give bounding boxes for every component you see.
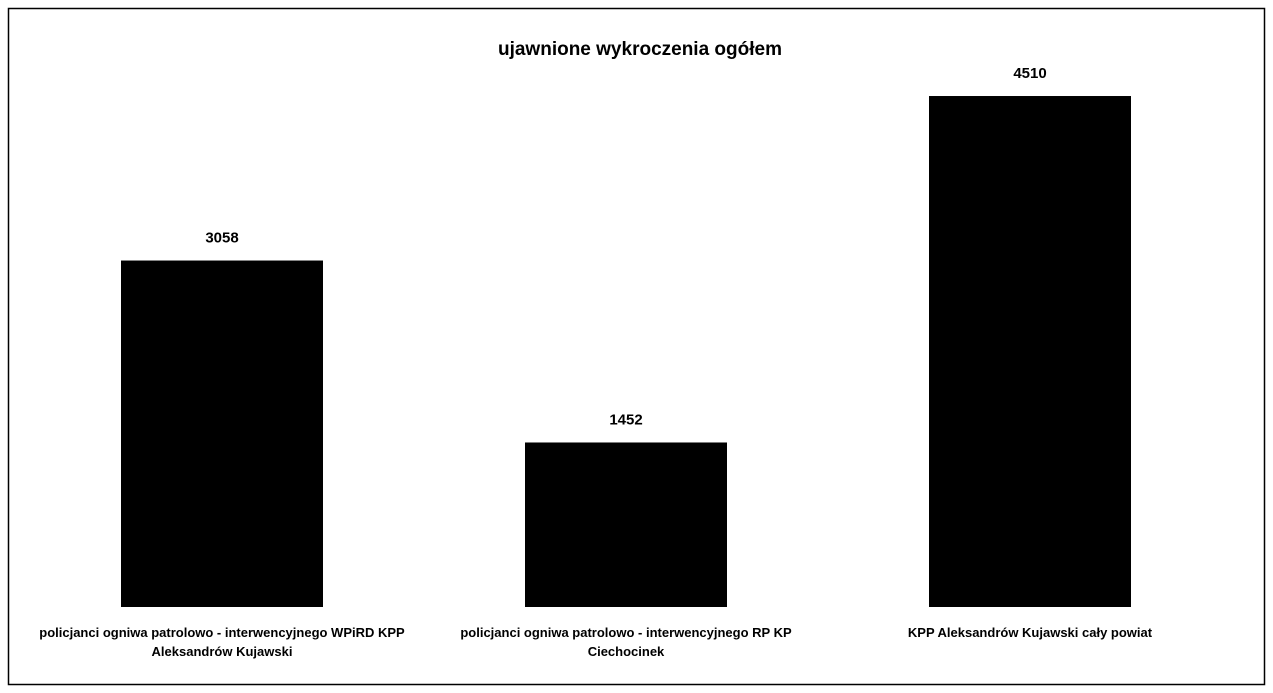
- x-tick-label: policjanci ogniwa patrolowo - interwency…: [39, 625, 405, 659]
- data-label: 4510: [1013, 65, 1046, 82]
- chart-title: ujawnione wykroczenia ogółem: [498, 39, 782, 60]
- bar: [121, 260, 323, 607]
- data-label: 3058: [205, 229, 238, 246]
- x-tick-label: policjanci ogniwa patrolowo - interwency…: [460, 625, 792, 659]
- bar: [929, 96, 1131, 607]
- bar: [525, 442, 727, 607]
- chart-frame: [7, 7, 1266, 686]
- x-tick-label: KPP Aleksandrów Kujawski cały powiat: [907, 625, 1153, 640]
- data-label: 1452: [609, 411, 642, 428]
